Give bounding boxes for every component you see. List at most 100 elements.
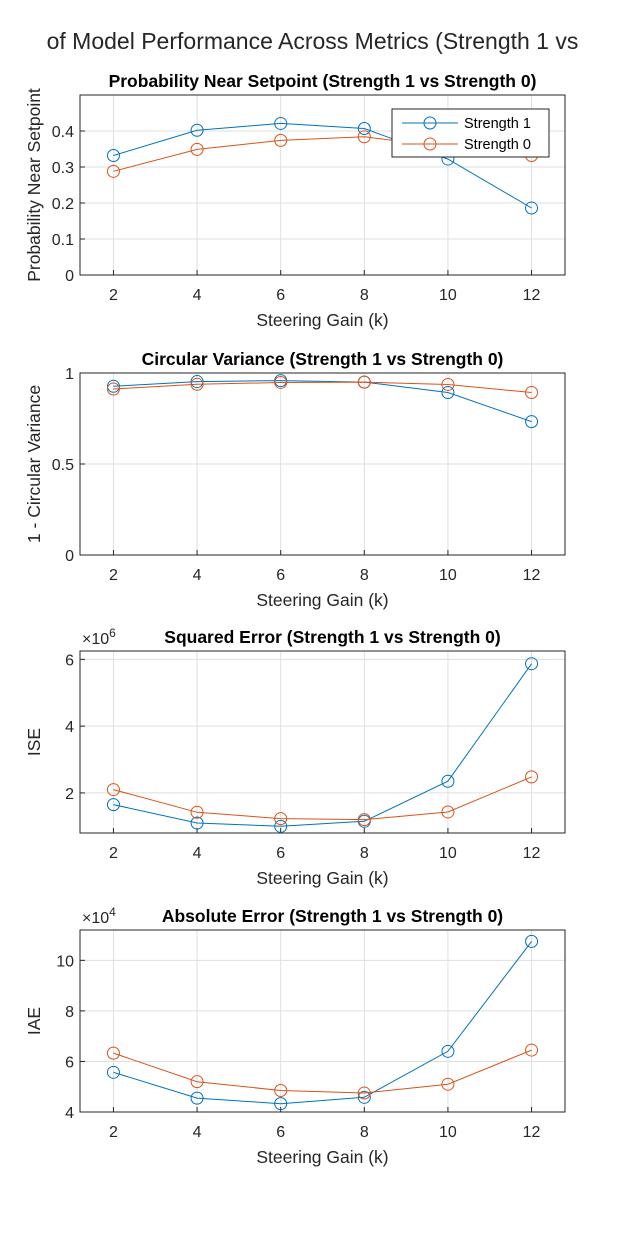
subplot-title-4: Absolute Error (Strength 1 vs Strength 0… <box>162 906 503 926</box>
series-1-point-1-8 <box>357 121 371 135</box>
series-2-point-3-6 <box>274 812 288 826</box>
series-2-point-4-4 <box>190 1075 204 1089</box>
axes-box-3 <box>79 650 566 834</box>
x-tick-label-4-8: 8 <box>360 1124 369 1141</box>
legend-swatch-marker-2 <box>423 137 437 151</box>
y-tick-label-1-0_1: 0.1 <box>52 232 74 249</box>
x-tick-label-4-10: 10 <box>439 1124 457 1141</box>
x-tick-label-2-8: 8 <box>360 567 369 584</box>
figure-suptitle: of Model Performance Across Metrics (Str… <box>47 28 579 54</box>
y-tick-label-1-0_2: 0.2 <box>52 196 74 213</box>
x-axis-label-4: Steering Gain (k) <box>256 1147 388 1167</box>
series-1-point-3-10 <box>441 774 455 788</box>
series-2-line-3 <box>113 776 532 821</box>
series-1-line-2 <box>113 380 532 423</box>
series-1-point-1-12 <box>525 201 539 215</box>
series-2-point-1-2 <box>106 164 120 178</box>
x-tick-label-4-6: 6 <box>276 1124 285 1141</box>
series-2-point-2-4 <box>190 377 204 391</box>
series-1-point-3-6 <box>274 819 288 833</box>
series-2-point-4-6 <box>274 1084 288 1098</box>
series-1-line-3 <box>113 663 533 827</box>
x-tick-label-4-2: 2 <box>109 1124 118 1141</box>
series-2-point-3-4 <box>190 805 204 819</box>
series-2-point-2-10 <box>441 377 455 391</box>
series-2-point-2-2 <box>106 382 120 396</box>
x-axis-label-1: Steering Gain (k) <box>256 310 388 330</box>
exponent-label-4: ×104 <box>82 905 116 927</box>
x-axis-label-2: Steering Gain (k) <box>256 590 388 610</box>
series-1-point-4-2 <box>106 1065 120 1079</box>
y-axis-label-2: 1 - Circular Variance <box>24 385 44 543</box>
x-tick-label-4-12: 12 <box>523 1124 541 1141</box>
series-2-point-4-10 <box>441 1077 455 1091</box>
series-2-point-2-6 <box>274 375 288 389</box>
series-1-point-4-10 <box>441 1044 455 1058</box>
subplot-1: 2 4 6 8 10 12 0 0.1 0.2 0.3 0.4 Probability Near Se… <box>24 71 566 330</box>
series-2-point-1-4 <box>190 142 204 156</box>
series-2-point-3-8 <box>357 813 371 827</box>
series-2-line-4 <box>113 1049 532 1094</box>
x-tick-label-1-8: 8 <box>360 287 369 304</box>
subplot-3: 2 4 6 8 10 12 2 4 6 ×106 Squared Error (Strength 1… <box>24 626 566 888</box>
x-tick-label-3-8: 8 <box>360 845 369 862</box>
y-tick-label-4-10: 10 <box>56 953 74 970</box>
series-1-point-3-12 <box>525 657 539 671</box>
legend-label-1: Strength 1 <box>464 116 531 132</box>
series-2-point-4-2 <box>106 1046 120 1060</box>
y-tick-label-3-6: 6 <box>65 652 74 669</box>
y-tick-label-1-0_4: 0.4 <box>52 124 74 141</box>
y-axis-label-4: IAE <box>24 1007 44 1035</box>
x-axis-label-3: Steering Gain (k) <box>256 868 388 888</box>
y-tick-label-1-0: 0 <box>65 268 74 285</box>
x-tick-label-2-2: 2 <box>109 567 118 584</box>
series-1-point-1-4 <box>190 123 204 137</box>
x-tick-label-3-4: 4 <box>193 845 202 862</box>
series-1-point-3-4 <box>190 816 204 830</box>
series-2-point-3-2 <box>106 783 120 797</box>
series-1-point-4-12 <box>525 934 539 948</box>
x-tick-label-2-6: 6 <box>276 567 285 584</box>
x-tick-label-2-10: 10 <box>439 567 457 584</box>
x-tick-label-3-12: 12 <box>523 845 541 862</box>
series-2-point-1-8 <box>357 130 371 144</box>
series-1-point-3-2 <box>106 798 120 812</box>
axes-box-1 <box>79 94 566 276</box>
legend-swatch-marker-1 <box>423 116 437 130</box>
series-1-point-2-4 <box>190 375 204 389</box>
subplot-4: 2 4 6 8 10 12 4 6 8 10 ×104 Absolute Error (Strengt… <box>24 905 566 1167</box>
series-1-point-4-8 <box>357 1090 371 1104</box>
series-1-point-4-6 <box>274 1097 288 1111</box>
legend-label-2: Strength 0 <box>464 137 531 153</box>
axes-box-4 <box>79 929 566 1113</box>
y-tick-label-2-1: 1 <box>65 366 74 383</box>
y-tick-label-2-0_5: 0.5 <box>52 457 74 474</box>
subplot-title-2: Circular Variance (Strength 1 vs Strengt… <box>142 349 504 369</box>
legend-1: Strength 1 Strength 0 <box>391 108 550 158</box>
series-2-point-4-12 <box>525 1043 539 1057</box>
y-axis-label-1: Probability Near Setpoint <box>24 88 44 282</box>
series-1-point-1-2 <box>106 148 120 162</box>
x-tick-label-1-12: 12 <box>523 287 541 304</box>
series-2-point-2-8 <box>357 375 371 389</box>
subplot-title-3: Squared Error (Strength 1 vs Strength 0) <box>164 627 500 647</box>
x-tick-label-1-6: 6 <box>276 287 285 304</box>
x-tick-label-1-2: 2 <box>109 287 118 304</box>
series-1-point-4-4 <box>190 1091 204 1105</box>
y-tick-label-1-0_3: 0.3 <box>52 160 74 177</box>
x-tick-label-2-12: 12 <box>523 567 541 584</box>
y-axis-label-3: ISE <box>24 728 44 756</box>
series-1-line-4 <box>113 941 532 1105</box>
series-1-point-2-12 <box>525 415 539 429</box>
series-1-point-2-2 <box>106 379 120 393</box>
subplot-2: 2 4 6 8 10 12 0 0.5 1 Circular Variance (Strength… <box>24 349 566 610</box>
x-tick-label-1-4: 4 <box>193 287 202 304</box>
series-1-line-1 <box>113 122 532 209</box>
x-tick-label-3-6: 6 <box>276 845 285 862</box>
series-2-point-4-8 <box>357 1086 371 1100</box>
y-tick-label-2-0: 0 <box>65 548 74 565</box>
x-tick-label-1-10: 10 <box>439 287 457 304</box>
y-tick-label-4-6: 6 <box>65 1054 74 1071</box>
